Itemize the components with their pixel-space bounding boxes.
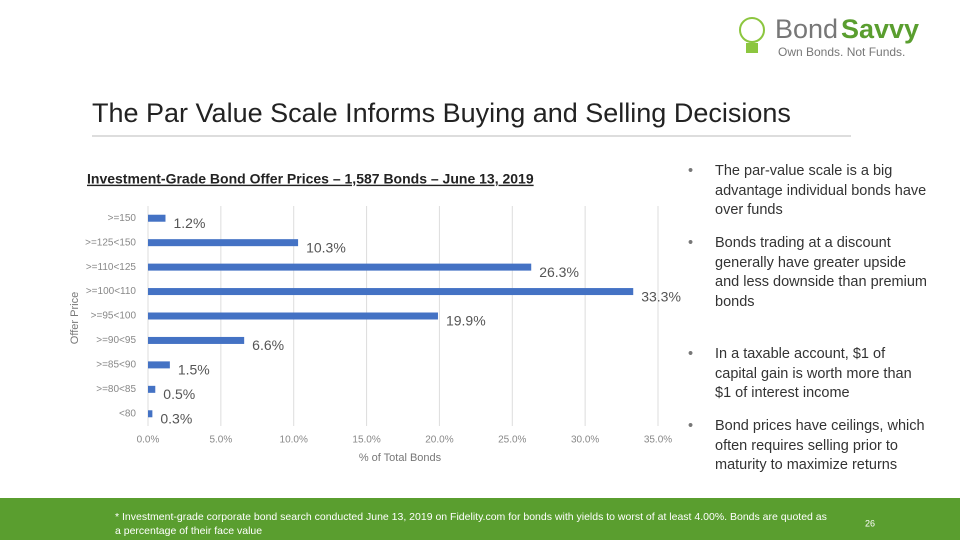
logo-tagline: Own Bonds. Not Funds. [778,45,905,59]
x-tick-label: 10.0% [280,435,308,446]
logo-bulb-base [746,43,758,53]
bar [148,361,170,369]
y-tick-label: <80 [119,408,136,419]
x-tick-label: 0.0% [137,435,160,446]
y-tick-label: >=100<110 [86,286,137,297]
bullet-text: In a taxable account, $1 of capital gain… [715,346,912,401]
bullet: • Bonds trading at a discount generally h… [688,234,928,312]
bullet-marker: • [688,235,694,251]
logo-name-second: Savvy [841,14,919,44]
y-tick-label: >=125<150 [85,237,136,248]
bar [148,263,532,271]
bullet: • Bond prices have ceilings, which often … [688,417,928,476]
bar [148,312,438,320]
page-number: 26 [865,518,875,528]
y-tick-label: >=150 [108,213,137,224]
logo: Bond Savvy Own Bonds. Not Funds. [739,14,919,59]
footer-bar [0,498,960,540]
x-axis-label: % of Total Bonds [359,452,442,464]
chart-title: Investment-Grade Bond Offer Prices – 1,5… [87,171,534,187]
y-tick-label: >=80<85 [96,384,136,395]
bar [148,410,153,418]
bullet-text: Bonds trading at a discount generally ha… [715,235,927,310]
slide-title: The Par Value Scale Informs Buying and S… [92,98,791,128]
value-label: 1.5% [178,362,210,378]
bullet: • In a taxable account, $1 of capital gai… [688,345,928,404]
value-label: 0.5% [163,386,195,402]
value-label: 10.3% [306,239,346,255]
bullet-text: Bond prices have ceilings, which often r… [715,418,925,473]
logo-bulb [739,17,765,43]
bar [148,288,634,296]
value-label: 19.9% [446,313,486,329]
x-tick-label: 35.0% [644,435,672,446]
y-axis-label: Offer Price [69,292,81,344]
bar [148,239,299,247]
x-tick-label: 30.0% [571,435,599,446]
bullet-text: The par-value scale is a big advantage i… [715,163,927,218]
x-tick-label: 5.0% [209,435,232,446]
y-tick-label: >=95<100 [91,311,137,322]
value-label: 26.3% [539,264,579,280]
value-label: 6.6% [252,337,284,353]
y-tick-label: >=110<125 [86,262,137,273]
x-tick-label: 20.0% [425,435,453,446]
bullet-marker: • [688,418,694,434]
x-tick-label: 25.0% [498,435,526,446]
y-tick-label: >=85<90 [96,360,136,371]
bullet-marker: • [688,346,694,362]
footnote: * Investment-grade corporate bond search… [115,511,827,537]
value-label: 33.3% [641,288,681,304]
value-label: 0.3% [160,410,192,426]
bar [148,214,166,222]
value-label: 1.2% [173,215,205,231]
bar [148,385,156,393]
bullet-marker: • [688,163,694,179]
bullet: • The par-value scale is a big advantage … [688,162,928,221]
x-tick-label: 15.0% [352,435,380,446]
bar [148,336,245,344]
logo-name-first: Bond [775,14,838,44]
y-tick-label: >=90<95 [96,335,136,346]
